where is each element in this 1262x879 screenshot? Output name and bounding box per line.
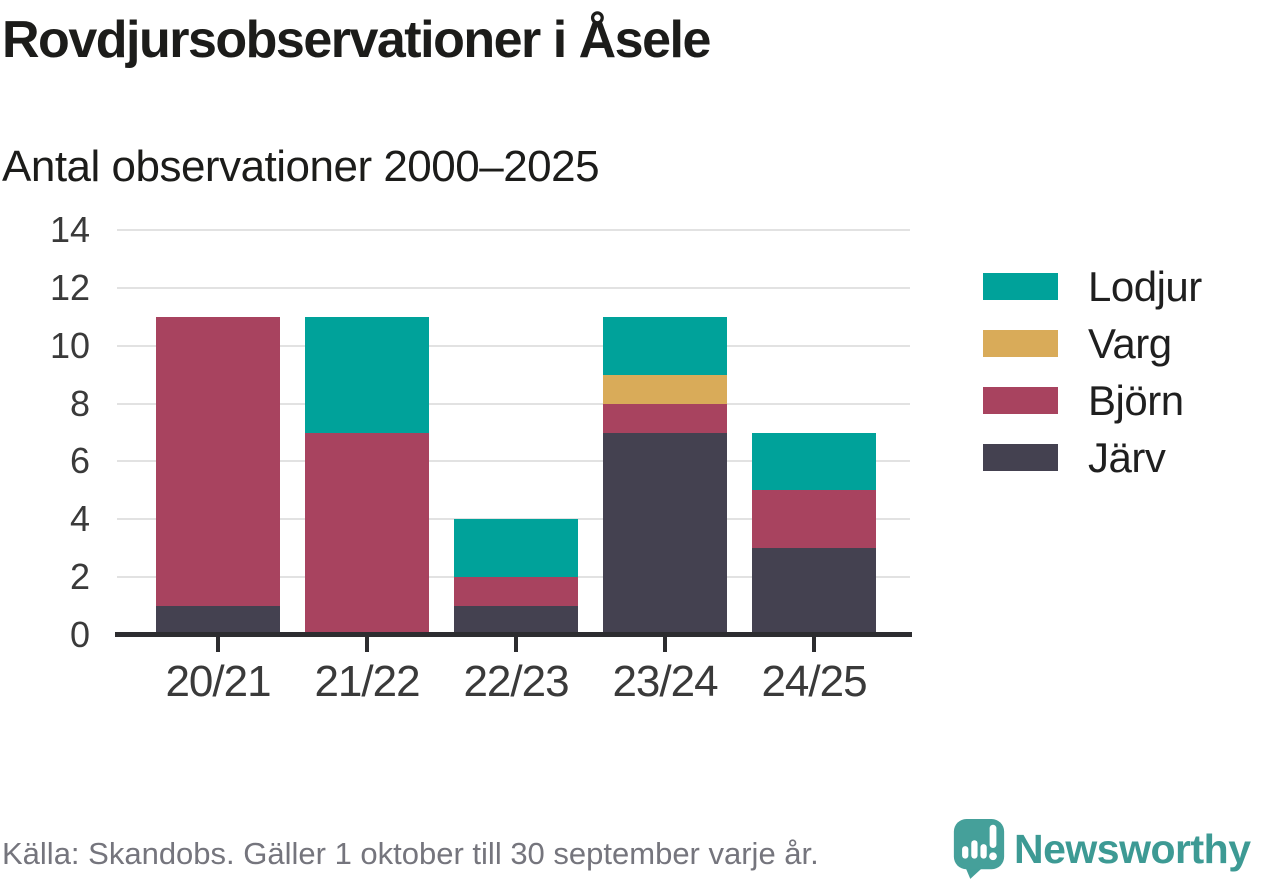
legend-swatch-björn xyxy=(983,387,1058,414)
x-axis-label-20-21: 20/21 xyxy=(165,657,271,706)
y-axis-label-6: 6 xyxy=(69,440,90,482)
brand-logo xyxy=(950,817,1008,879)
legend-swatch-järv xyxy=(983,444,1058,471)
gridline-y-4 xyxy=(117,518,910,521)
bar-segment-järv-24-25 xyxy=(752,548,876,635)
y-axis-label-2: 2 xyxy=(69,556,90,598)
bar-segment-björn-21-22 xyxy=(305,432,429,635)
legend-swatch-lodjur xyxy=(983,273,1058,300)
y-axis-label-12: 12 xyxy=(49,266,90,308)
bar-segment-järv-22-23 xyxy=(454,606,578,635)
legend-item-lodjur: Lodjur xyxy=(983,258,1202,315)
source-note: Källa: Skandobs. Gäller 1 oktober till 3… xyxy=(2,836,819,871)
bars-group xyxy=(117,230,910,635)
x-axis-label-23-24: 23/24 xyxy=(612,657,718,706)
legend-label-varg: Varg xyxy=(1088,319,1172,367)
y-axis-label-14: 14 xyxy=(49,209,90,250)
legend-swatch-varg xyxy=(983,330,1058,357)
legend-item-varg: Varg xyxy=(983,315,1202,372)
legend-label-björn: Björn xyxy=(1088,376,1184,424)
bar-segment-järv-23-24 xyxy=(603,432,727,635)
y-axis-label-10: 10 xyxy=(49,324,90,366)
bar-segment-lodjur-23-24 xyxy=(603,316,727,375)
x-tick-22-23 xyxy=(514,637,518,652)
bar-segment-järv-20-21 xyxy=(156,606,280,635)
legend-item-järv: Järv xyxy=(983,429,1202,486)
bar-segment-lodjur-21-22 xyxy=(305,316,429,433)
gridline-y-8 xyxy=(117,402,910,405)
x-axis-label-22-23: 22/23 xyxy=(463,657,569,706)
legend-label-lodjur: Lodjur xyxy=(1088,262,1202,310)
x-axis-line xyxy=(115,632,912,637)
bar-segment-björn-20-21 xyxy=(156,316,280,607)
bar-segment-björn-24-25 xyxy=(752,490,876,549)
legend-label-järv: Järv xyxy=(1088,433,1166,481)
x-tick-23-24 xyxy=(663,637,667,652)
x-axis-label-24-25: 24/25 xyxy=(761,657,867,706)
gridline-y-12 xyxy=(117,286,910,289)
newsworthy-logo-icon xyxy=(953,819,1005,879)
bar-segment-lodjur-24-25 xyxy=(752,432,876,491)
y-axis-label-0: 0 xyxy=(69,614,90,655)
bar-segment-björn-23-24 xyxy=(603,403,727,433)
legend-item-björn: Björn xyxy=(983,372,1202,429)
bar-segment-lodjur-22-23 xyxy=(454,519,578,578)
x-axis-label-21-22: 21/22 xyxy=(314,657,420,706)
legend: Lodjur Varg Björn Järv xyxy=(983,258,1202,486)
x-tick-21-22 xyxy=(365,637,369,652)
brand-wordmark: Newsworthy xyxy=(1014,826,1251,872)
y-axis-label-4: 4 xyxy=(69,498,90,540)
chart-title: Rovdjursobservationer i Åsele xyxy=(2,11,711,69)
bar-segment-varg-23-24 xyxy=(603,374,727,404)
gridline-y-14 xyxy=(117,229,910,231)
gridline-y-6 xyxy=(117,460,910,463)
x-tick-24-25 xyxy=(812,637,816,652)
x-tick-20-21 xyxy=(216,637,220,652)
gridline-y-10 xyxy=(117,344,910,347)
chart-subtitle: Antal observationer 2000–2025 xyxy=(2,142,600,191)
y-axis-label-8: 8 xyxy=(69,382,90,424)
bar-segment-björn-22-23 xyxy=(454,577,578,607)
